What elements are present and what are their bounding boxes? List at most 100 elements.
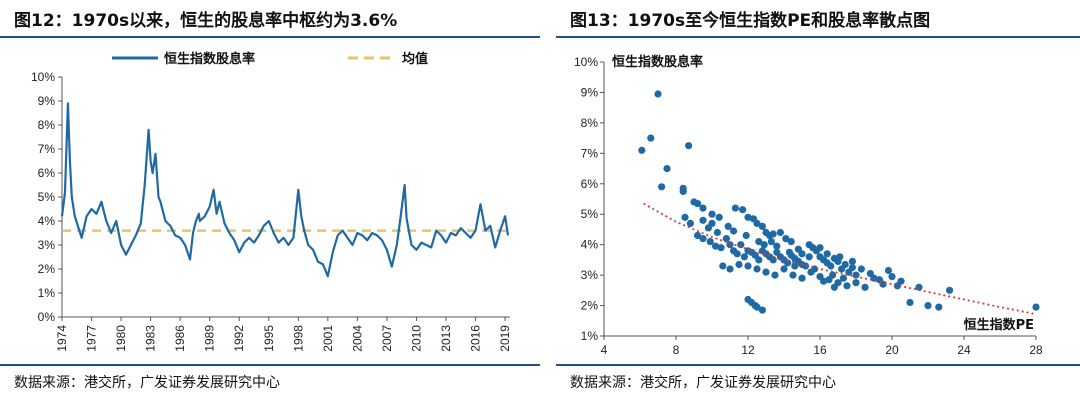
scatter-point — [794, 245, 802, 253]
right-chart-title: 图13：1970s至今恒生指数PE和股息率散点图 — [570, 11, 931, 31]
scatter-point — [735, 260, 743, 269]
left-x-tick-label: 1995 — [262, 325, 276, 352]
scatter-point — [760, 241, 768, 249]
scatter-point — [816, 244, 824, 252]
scatter-point — [685, 142, 693, 150]
scatter-point — [758, 306, 766, 314]
scatter-point — [946, 286, 954, 294]
scatter-point — [767, 238, 775, 246]
scatter-point — [722, 235, 730, 243]
scatter-point — [694, 231, 702, 240]
scatter-point — [740, 253, 748, 261]
scatter-point — [782, 235, 790, 243]
scatter-point — [771, 271, 779, 279]
left-x-tick-label: 1998 — [291, 325, 305, 352]
scatter-point — [713, 228, 721, 237]
scatter-point — [658, 183, 666, 191]
scatter-point — [935, 303, 943, 311]
scatter-point — [784, 259, 792, 267]
left-line-chart: 0% 1% 2% 3% 4% 5% 6% 7% 8% 9% 10% 1974 1977 1980 1983 1… — [31, 51, 512, 352]
scatter-point — [787, 238, 795, 246]
scatter-point — [694, 200, 702, 208]
left-x-tick-label: 1980 — [114, 325, 128, 352]
left-x-tick-label: 2001 — [321, 325, 335, 352]
right-y-tick-label: 9% — [581, 85, 599, 99]
scatter-point — [848, 263, 856, 272]
scatter-point — [875, 276, 883, 284]
right-y-tick-label: 6% — [581, 177, 599, 191]
scatter-point — [805, 241, 813, 249]
scatter-point — [742, 231, 750, 240]
right-chart-panel: 图13：1970s至今恒生指数PE和股息率散点图 1% 2% 3% 4% 5% 6% 7% 8… — [556, 0, 1080, 404]
scatter-point — [730, 227, 738, 235]
scatter-point — [681, 213, 689, 221]
left-y-tick-label: 2% — [38, 262, 56, 276]
left-x-tick-label: 2016 — [469, 325, 483, 352]
scatter-point — [769, 230, 777, 238]
scatter-point — [769, 256, 777, 264]
left-top-rule — [0, 36, 540, 38]
left-y-tick-label: 0% — [38, 310, 56, 324]
scatter-point — [906, 298, 914, 307]
left-y-tick-label: 1% — [38, 286, 56, 300]
left-x-tick-label: 2010 — [409, 325, 423, 352]
scatter-point — [791, 262, 799, 270]
scatter-point — [755, 238, 763, 246]
right-y-tick-label: 1% — [581, 329, 599, 343]
scatter-point — [780, 265, 788, 273]
left-y-tick-label: 5% — [38, 190, 56, 204]
scatter-point — [739, 206, 747, 214]
left-y-tick-label: 10% — [31, 70, 55, 84]
scatter-point — [715, 213, 723, 221]
left-x-tick-label: 1977 — [85, 325, 99, 352]
scatter-point — [663, 165, 671, 173]
right-top-rule — [556, 36, 1080, 38]
left-y-tick-label: 8% — [38, 118, 56, 132]
scatter-point — [699, 204, 707, 212]
scatter-point — [1032, 303, 1040, 311]
scatter-point — [726, 241, 734, 249]
legend-label-dividend-yield: 恒生指数股息率 — [164, 51, 255, 67]
right-y-tick-label: 10% — [574, 55, 598, 69]
scatter-point — [830, 283, 838, 291]
right-x-axis-label: 恒生指数PE — [964, 317, 1034, 333]
legend-label-mean: 均值 — [402, 51, 428, 67]
right-x-tick-label: 20 — [885, 343, 899, 357]
left-x-tick-label: 1989 — [203, 325, 217, 352]
scatter-point — [861, 283, 869, 291]
scatter-point — [852, 279, 860, 287]
scatter-point — [924, 302, 932, 310]
scatter-point — [798, 274, 806, 282]
scatter-point — [755, 256, 763, 264]
left-source-note: 数据来源：港交所，广发证券发展研究中心 — [14, 375, 280, 391]
left-x-tick-label: 2007 — [380, 325, 394, 352]
scatter-point — [776, 228, 784, 237]
scatter-point — [852, 271, 860, 279]
scatter-point — [805, 253, 813, 261]
left-y-tick-label: 9% — [38, 94, 56, 108]
scatter-point — [785, 248, 793, 256]
scatter-point — [888, 273, 896, 281]
right-bottom-rule — [556, 364, 1080, 366]
left-chart-panel: 图12：1970s以来，恒生的股息率中枢约为3.6% 0% 1% 2% 3% 4% 5% 6… — [0, 11, 540, 391]
right-scatter-chart: 1% 2% 3% 4% 5% 6% 7% 8% 9% 10% 4 8 12 16 20 24 28 恒生指数股息率… — [574, 54, 1043, 357]
scatter-point — [836, 253, 844, 261]
scatter-point — [717, 244, 725, 252]
scatter-point — [737, 241, 745, 249]
right-x-tick-label: 4 — [601, 343, 608, 357]
scatter-point — [820, 277, 828, 285]
scatter-point — [699, 216, 707, 224]
scatter-point — [893, 282, 901, 290]
scatter-point — [731, 204, 739, 212]
left-x-tick-label: 2019 — [498, 325, 512, 352]
scatter-point — [744, 262, 752, 270]
right-x-tick-label: 16 — [813, 343, 827, 357]
right-y-tick-label: 4% — [581, 238, 599, 252]
scatter-point — [866, 270, 874, 278]
scatter-point — [704, 224, 712, 232]
right-source-note: 数据来源：港交所，广发证券发展研究中心 — [570, 375, 836, 391]
scatter-point — [724, 222, 732, 230]
right-y-tick-label: 8% — [581, 116, 599, 130]
scatter-point — [751, 302, 759, 310]
scatter-point — [823, 250, 831, 258]
